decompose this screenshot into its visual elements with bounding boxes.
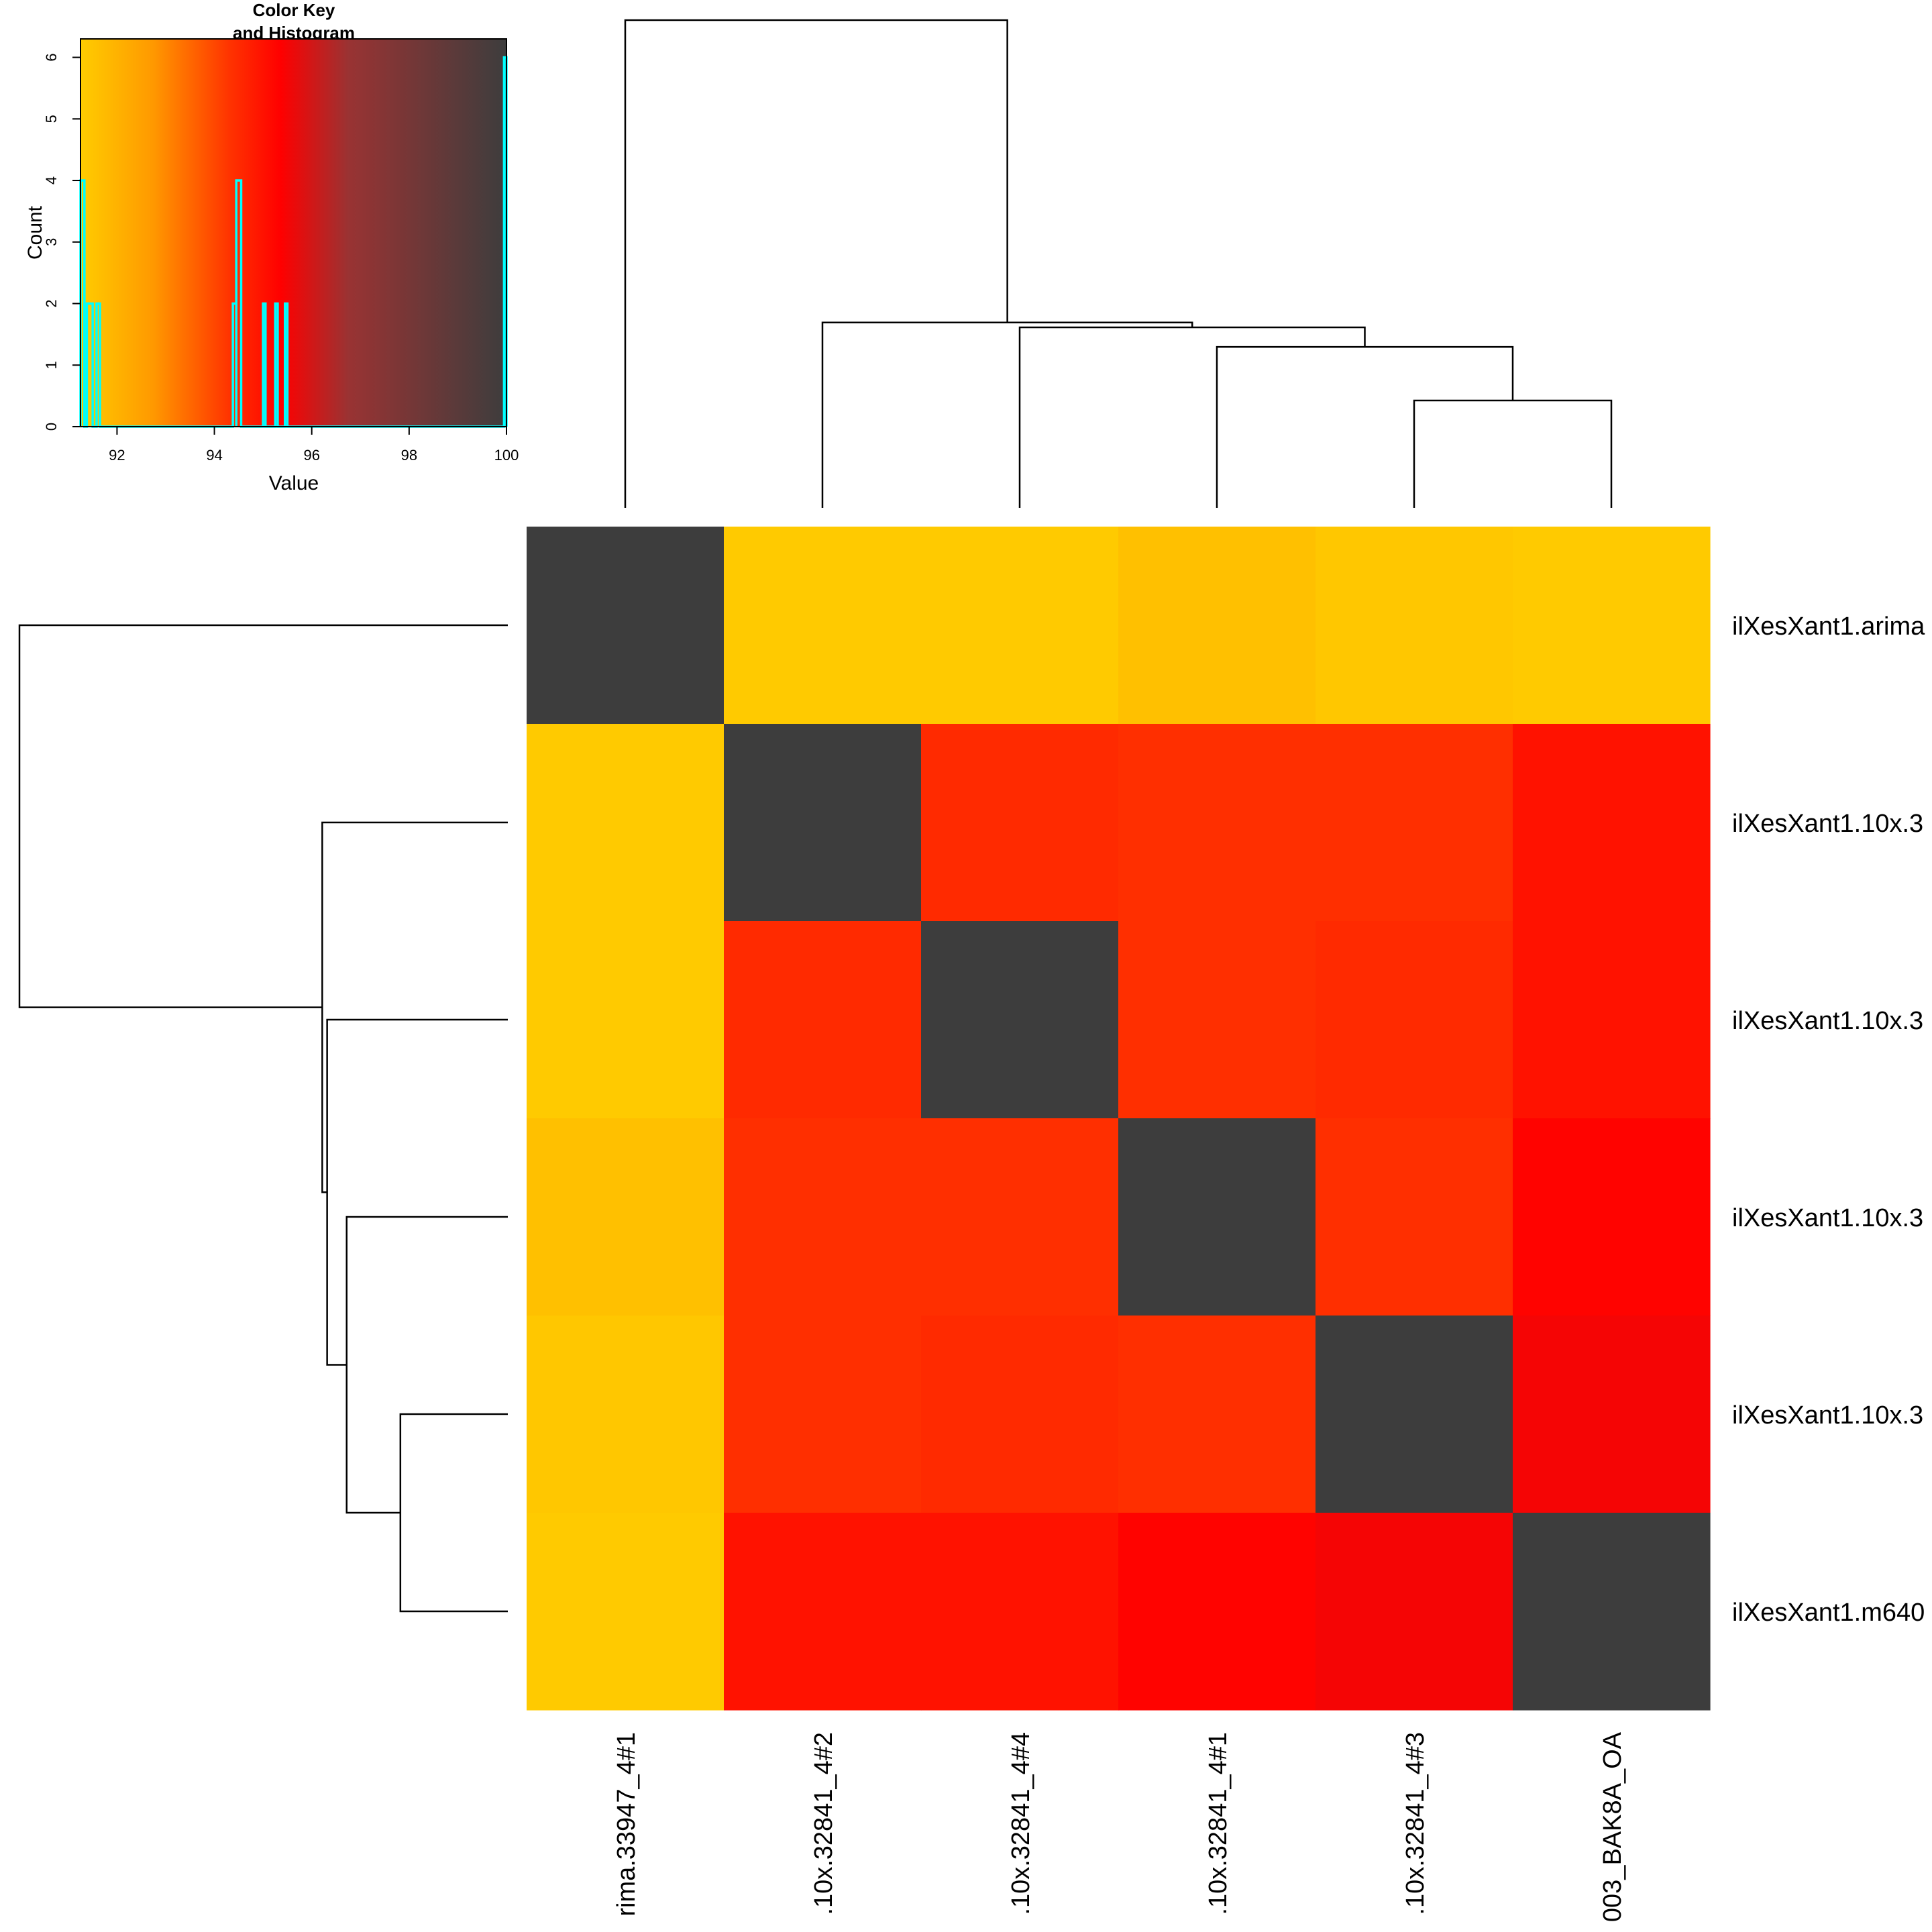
- heatmap-cell: [724, 1316, 922, 1513]
- row-label: ilXesXant1.arima: [1732, 612, 1925, 641]
- x-tick-label: 98: [401, 447, 417, 464]
- heatmap-cell: [1118, 1118, 1316, 1316]
- y-tick-label: 4: [43, 176, 60, 184]
- histogram-outline: [79, 56, 508, 428]
- color-key-y-axis: 0 1 2 3 4 5 6: [43, 53, 81, 431]
- row-dendrogram: [18, 624, 508, 1613]
- row-label: ilXesXant1.10x.3: [1732, 1401, 1923, 1430]
- heatmap-cell: [1316, 724, 1513, 922]
- heatmap-cell: [921, 724, 1119, 922]
- heatmap-cell: [527, 1513, 724, 1711]
- color-key-xlabel: Value: [269, 472, 319, 494]
- column-dendrogram-branch: [624, 19, 1008, 508]
- heatmap-cell: [724, 921, 922, 1119]
- row-dendrogram-branch: [18, 624, 508, 1008]
- column-dendrogram-branch: [1216, 345, 1514, 508]
- row-dendrogram-branch: [345, 1216, 508, 1514]
- heatmap-cell: [527, 724, 724, 922]
- heatmap-cell: [921, 921, 1119, 1119]
- heatmap-cell: [527, 1118, 724, 1316]
- heatmap-cell: [1513, 1118, 1711, 1316]
- heatmap-cell: [1316, 1513, 1513, 1711]
- heatmap-cell: [1316, 1118, 1513, 1316]
- heatmap-cell: [1513, 527, 1711, 724]
- column-dendrogram-branch: [821, 321, 1193, 508]
- heatmap-cell: [1118, 527, 1316, 724]
- heatmap-cells: [527, 527, 1711, 1711]
- column-dendrogram: [624, 19, 1613, 508]
- y-tick-label: 3: [43, 238, 60, 246]
- column-label: .10x.32841_4#1: [1204, 1732, 1232, 1915]
- row-label: ilXesXant1.10x.3: [1732, 810, 1923, 838]
- column-label: .10x.32841_4#2: [810, 1732, 838, 1915]
- row-label: ilXesXant1.m640: [1732, 1599, 1925, 1627]
- row-dendrogram-branch: [399, 1413, 508, 1613]
- color-key-x-axis: 92 94 96 98 100: [109, 426, 519, 464]
- x-tick-label: 94: [206, 447, 222, 464]
- color-key-gradient: [80, 39, 506, 427]
- heatmap-cell: [1316, 1316, 1513, 1513]
- heatmap-cell: [1513, 1316, 1711, 1513]
- heatmap-cell: [1118, 724, 1316, 922]
- row-labels: ilXesXant1.arima ilXesXant1.10x.3 ilXesXan…: [1732, 612, 1925, 1627]
- column-label: rima.33947_4#1: [612, 1732, 641, 1917]
- color-key: Color Key and Histogram 92 94 96 98 100 0123…: [24, 0, 519, 494]
- heatmap-cell: [724, 1513, 922, 1711]
- heatmap-cell: [1118, 1316, 1316, 1513]
- heatmap-cell: [527, 921, 724, 1119]
- heatmap-cell: [921, 1316, 1119, 1513]
- row-label: ilXesXant1.10x.3: [1732, 1204, 1923, 1232]
- column-dendrogram-branch: [1413, 399, 1613, 508]
- heatmap-cell: [1316, 921, 1513, 1119]
- column-label: .10x.32841_4#3: [1401, 1732, 1430, 1915]
- heatmap-cell: [527, 527, 724, 724]
- x-tick-label: 100: [494, 447, 519, 464]
- column-dendrogram-branch: [1018, 326, 1366, 508]
- y-tick-label: 0: [43, 423, 60, 431]
- heatmap-cell: [921, 527, 1119, 724]
- heatmap-cell: [1316, 527, 1513, 724]
- column-label: 003_BAK8A_OA: [1599, 1731, 1627, 1922]
- heatmap-cell: [1513, 724, 1711, 922]
- row-label: ilXesXant1.10x.3: [1732, 1007, 1923, 1035]
- row-dendrogram-branch: [326, 1018, 508, 1366]
- y-tick-label: 5: [43, 115, 60, 123]
- column-label: .10x.32841_4#4: [1007, 1732, 1035, 1915]
- y-tick-label: 6: [43, 53, 60, 61]
- heatmap-cell: [1513, 921, 1711, 1119]
- color-key-ylabel: Count: [24, 205, 46, 260]
- x-tick-label: 96: [303, 447, 319, 464]
- x-tick-label: 92: [109, 447, 125, 464]
- column-labels: rima.33947_4#1 .10x.32841_4#2 .10x.32841_4…: [612, 1731, 1627, 1922]
- heatmap-cell: [921, 1513, 1119, 1711]
- heatmap-cell: [724, 527, 922, 724]
- heatmap-cell: [1118, 921, 1316, 1119]
- heatmap-cell: [921, 1118, 1119, 1316]
- heatmap-cell: [724, 1118, 922, 1316]
- heatmap-cell: [527, 1316, 724, 1513]
- heatmap-cell: [1118, 1513, 1316, 1711]
- heatmap-cell: [1513, 1513, 1711, 1711]
- color-key-title: Color Key: [253, 0, 335, 20]
- y-tick-label: 1: [43, 361, 60, 369]
- row-dendrogram-branch: [321, 821, 508, 1193]
- y-tick-label: 2: [43, 299, 60, 307]
- color-key-histogram: [79, 56, 508, 428]
- heatmap-cell: [724, 724, 922, 922]
